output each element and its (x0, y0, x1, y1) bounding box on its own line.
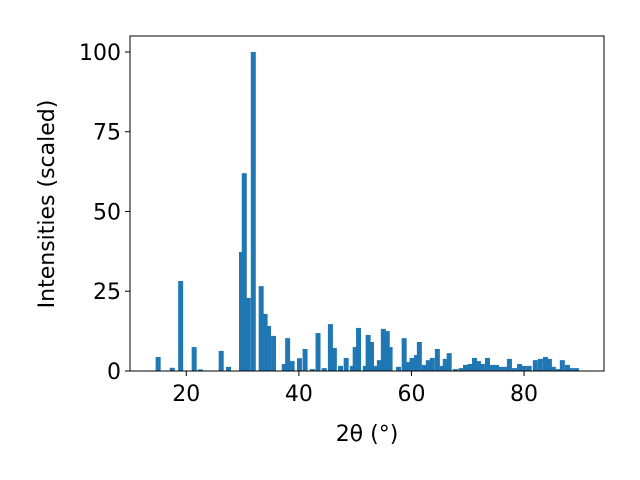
y-tick-label: 25 (93, 280, 121, 305)
x-tick-label: 40 (285, 382, 313, 407)
y-tick-label: 75 (93, 121, 121, 146)
bar (463, 364, 469, 371)
bar (401, 338, 407, 371)
bar (511, 368, 517, 371)
bar (331, 348, 337, 371)
bar (191, 347, 197, 371)
bar (442, 358, 448, 371)
bar (302, 348, 308, 371)
bar (521, 365, 527, 371)
bar (365, 334, 371, 371)
bar (421, 364, 427, 371)
bar (479, 363, 485, 371)
bar (564, 364, 570, 371)
bar (542, 356, 548, 371)
bar (506, 358, 512, 371)
bar (241, 173, 247, 371)
bar (452, 369, 458, 371)
bar (532, 360, 538, 371)
bar (387, 347, 393, 371)
bar (373, 365, 379, 371)
bar (559, 360, 565, 371)
bar (446, 353, 452, 371)
x-tick-label: 80 (510, 382, 538, 407)
bar (376, 360, 382, 371)
bar (409, 357, 415, 371)
bar (155, 356, 161, 371)
bar (265, 326, 271, 371)
bar (271, 335, 277, 371)
bar (438, 365, 444, 371)
bar (475, 361, 481, 371)
bar (218, 350, 224, 371)
y-tick-label: 0 (107, 360, 121, 385)
bar (416, 341, 422, 371)
bar (472, 357, 478, 371)
bar (526, 365, 532, 371)
bar (178, 281, 184, 371)
bar (289, 361, 295, 371)
bar (537, 358, 543, 371)
bar (546, 358, 552, 371)
bar (573, 368, 579, 371)
plot-frame (129, 35, 605, 372)
bar (550, 366, 556, 371)
x-axis-label: 2θ (°) (336, 422, 399, 447)
y-tick-label: 50 (93, 200, 121, 225)
bar (362, 365, 368, 371)
bar (467, 363, 473, 371)
bar (169, 367, 175, 371)
bar (490, 364, 496, 371)
bar (285, 338, 291, 371)
bar (369, 341, 375, 371)
bar (250, 51, 256, 371)
bar (258, 286, 264, 371)
bar (493, 364, 499, 371)
bar (309, 369, 315, 371)
bar (497, 366, 503, 371)
bar (384, 331, 390, 371)
bar (352, 347, 358, 371)
bar (568, 368, 574, 371)
bar (502, 366, 508, 371)
bar (338, 365, 344, 371)
x-tick-label: 60 (397, 382, 425, 407)
bar (517, 363, 523, 371)
bar (434, 348, 440, 371)
bar (414, 355, 420, 371)
bar (281, 363, 287, 371)
bar (296, 358, 302, 371)
y-axis-label: Intensities (scaled) (35, 100, 60, 309)
bar (238, 251, 244, 371)
bar (425, 360, 431, 371)
x-tick-label: 20 (172, 382, 200, 407)
bar (458, 368, 464, 371)
bar (349, 365, 355, 371)
bar (555, 369, 561, 371)
bar (380, 328, 386, 371)
bar (262, 313, 268, 371)
bar (321, 368, 327, 371)
bar (484, 357, 490, 371)
bar (245, 297, 251, 371)
bar (197, 369, 203, 371)
bar (327, 324, 333, 371)
bar (356, 327, 362, 371)
bar (343, 357, 349, 371)
bar (396, 366, 402, 371)
bar (429, 357, 435, 371)
bar (315, 333, 321, 371)
y-tick-label: 100 (79, 41, 121, 66)
bar (226, 366, 232, 371)
bar (405, 362, 411, 371)
